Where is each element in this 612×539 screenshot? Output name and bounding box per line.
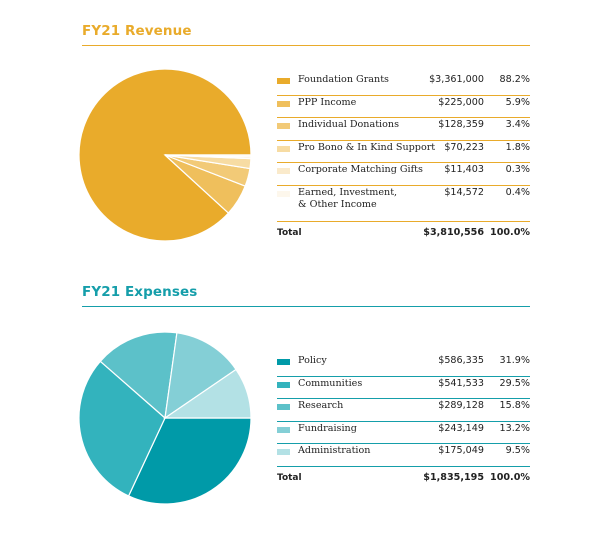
legend-row-divider [277,375,530,377]
revenue-title: FY21 Revenue [82,23,192,39]
legend-amount: $586,335 [438,355,484,366]
legend-amount: $243,149 [438,422,484,434]
pie-slice-communities [78,360,166,497]
legend-label: Individual Donations [298,119,399,130]
legend-swatch [277,100,290,107]
legend-amount: $289,128 [438,400,484,411]
total-label: Total [277,227,302,238]
expenses-title-rule [82,306,530,307]
total-amount: $3,810,556 [423,226,484,238]
revenue-legend: Foundation Grants $3,361,000 88.2% PPP Inco… [277,73,530,248]
legend-swatch [277,78,290,84]
legend-row: Earned, Investment, & Other Income $14,57… [277,186,530,222]
legend-label: Administration [298,445,371,456]
legend-label: Pro Bono & In Kind Support [298,141,436,153]
legend-amount: $225,000 [438,96,484,108]
total-label: Total [277,472,302,483]
expenses-legend: Policy $586,335 31.9% Communities $541,533 29… [277,354,530,493]
legend-row: Policy $586,335 31.9% [277,354,530,377]
total-amount: $1,835,195 [423,471,484,483]
expenses-pie-chart [78,331,252,505]
legend-row: Corporate Matching Gifts $11,403 0.3% [277,163,530,186]
legend-row-divider [277,184,530,186]
legend-amount: $11,403 [444,164,484,175]
revenue-pie-chart [78,68,252,242]
legend-percent: 15.8% [499,400,530,411]
total-percent: 100.0% [490,226,530,238]
legend-total-row: Total $3,810,556 100.0% [277,226,530,249]
pie-slice-policy [127,417,252,505]
revenue-title-rule [82,45,530,46]
legend-row-divider [277,117,530,118]
legend-swatch [277,145,290,152]
legend-amount: $541,533 [438,377,484,389]
legend-row-divider [277,465,530,467]
legend-row-divider [277,162,530,163]
legend-amount: $70,223 [444,141,484,153]
legend-label: PPP Income [298,96,357,108]
legend-swatch [277,404,290,410]
legend-amount: $3,361,000 [429,74,484,85]
legend-row-divider [277,220,530,222]
legend-label: Fundraising [298,422,357,434]
legend-percent: 31.9% [499,355,530,366]
legend-label: Earned, Investment, & Other Income [298,186,398,210]
legend-row: PPP Income $225,000 5.9% [277,96,530,118]
legend-row: Research $289,128 15.8% [277,399,530,422]
legend-row-divider [277,443,530,444]
legend-percent: 0.3% [505,164,530,175]
legend-amount: $128,359 [438,119,484,130]
legend-percent: 13.2% [499,422,530,434]
pie-slice-earned-investment-other-income [164,154,252,158]
legend-row: Foundation Grants $3,361,000 88.2% [277,73,530,96]
legend-percent: 9.5% [505,445,530,456]
legend-percent: 0.4% [505,186,530,198]
legend-swatch [277,381,290,388]
legend-label: Corporate Matching Gifts [298,164,423,175]
legend-label: Foundation Grants [298,74,389,85]
legend-row-divider [277,398,530,399]
pie-slice-administration [163,368,252,419]
legend-row-divider [277,420,530,422]
legend-row: Communities $541,533 29.5% [277,377,530,399]
legend-label: Policy [298,355,327,366]
legend-amount: $175,049 [438,445,484,456]
legend-row: Administration $175,049 9.5% [277,444,530,467]
legend-swatch [277,123,290,129]
legend-percent: 29.5% [499,377,530,389]
legend-row-divider [277,139,530,141]
legend-swatch [277,359,290,365]
legend-swatch [277,426,290,433]
legend-row-divider [277,94,530,96]
legend-row: Individual Donations $128,359 3.4% [277,118,530,141]
legend-amount: $14,572 [444,186,484,198]
pie-slice-research [99,331,178,420]
legend-total-row: Total $1,835,195 100.0% [277,471,530,494]
legend-swatch [277,449,290,455]
legend-row: Pro Bono & In Kind Support $70,223 1.8% [277,141,530,163]
legend-percent: 5.9% [505,96,530,108]
legend-percent: 3.4% [505,119,530,130]
total-percent: 100.0% [490,471,530,483]
legend-percent: 1.8% [505,141,530,153]
expenses-title: FY21 Expenses [82,284,198,300]
pie-slice-fundraising [164,332,237,420]
legend-percent: 88.2% [499,74,530,85]
legend-swatch [277,168,290,174]
legend-swatch [277,190,290,197]
legend-row: Fundraising $243,149 13.2% [277,422,530,444]
legend-label: Research [298,400,344,411]
legend-label: Communities [298,377,363,389]
